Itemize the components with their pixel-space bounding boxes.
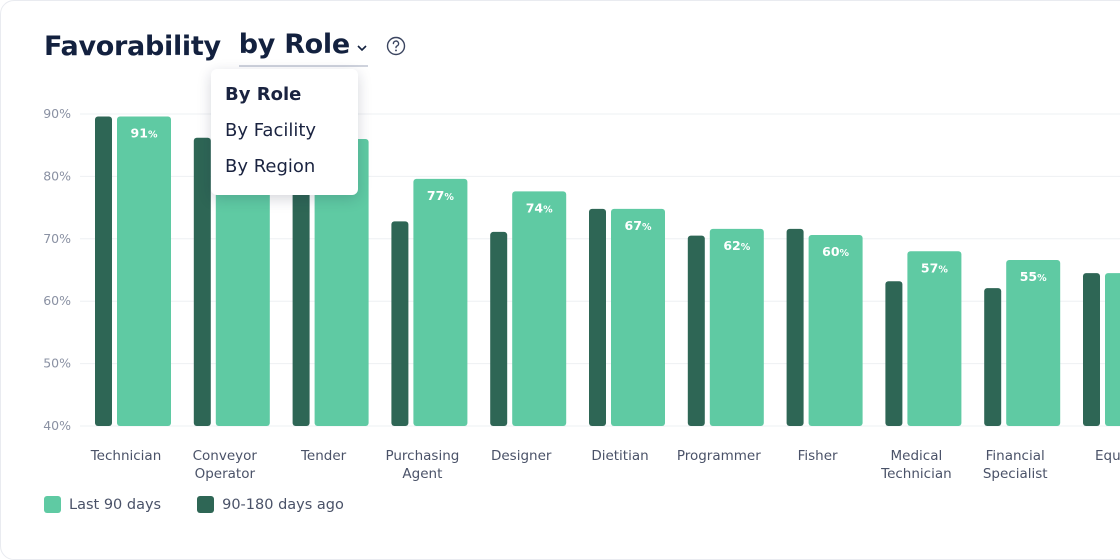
legend-label-recent: Last 90 days <box>69 496 162 513</box>
bar-previous <box>885 281 903 426</box>
y-tick-label: 40% <box>43 418 71 433</box>
y-tick-label: 50% <box>43 356 71 371</box>
bar-recent <box>611 208 665 426</box>
x-tick-label: Specialist <box>983 466 1048 482</box>
chevron-down-icon <box>356 37 368 56</box>
x-tick-label: Purchasing <box>385 448 459 464</box>
bar-previous <box>984 288 1002 426</box>
bar-previous <box>95 116 112 426</box>
chart-header: Favorability by Role <box>44 25 406 67</box>
bar-previous <box>490 231 508 426</box>
data-label: 74% <box>526 200 553 215</box>
x-tick-label: Equip <box>1095 448 1120 464</box>
y-tick-label: 90% <box>43 106 71 121</box>
x-tick-label: Dietitian <box>591 448 648 464</box>
chart-title: Favorability <box>44 30 221 62</box>
x-tick-label: Conveyor <box>193 448 258 464</box>
y-tick-label: 80% <box>43 168 71 183</box>
data-label: 55% <box>1020 269 1047 284</box>
dropdown-option-by-role[interactable]: By Role <box>225 84 302 105</box>
bar-previous <box>687 235 705 426</box>
bar-previous <box>193 137 211 426</box>
x-tick-label: Designer <box>491 448 552 464</box>
x-tick-label: Fisher <box>798 448 838 464</box>
y-tick-label: 70% <box>43 231 71 246</box>
bar-recent <box>512 191 567 426</box>
bar-previous <box>786 228 804 426</box>
data-label: 67% <box>625 218 652 233</box>
bar-recent <box>709 228 764 426</box>
legend-item-recent[interactable]: Last 90 days <box>44 496 161 513</box>
chart-legend: Last 90 days 90-180 days ago <box>44 496 380 513</box>
bar-recent <box>117 116 171 426</box>
question-circle-icon[interactable] <box>386 36 406 56</box>
bar-recent <box>413 178 468 426</box>
x-tick-label: Tender <box>300 448 347 464</box>
legend-item-previous[interactable]: 90-180 days ago <box>197 496 344 513</box>
legend-label-previous: 90-180 days ago <box>222 496 344 513</box>
data-label: 57% <box>921 260 948 275</box>
data-label: 91% <box>131 125 158 140</box>
data-label: 60% <box>822 244 849 259</box>
x-tick-label: Technician <box>90 448 162 464</box>
x-tick-label: Technician <box>880 466 952 482</box>
bar-previous <box>1083 273 1100 426</box>
y-tick-label: 60% <box>43 293 71 308</box>
bar-recent <box>1006 260 1061 426</box>
x-tick-label: Agent <box>402 466 442 482</box>
grouping-select-value: by Role <box>238 28 350 60</box>
x-tick-label: Programmer <box>677 448 761 464</box>
bar-previous <box>292 137 310 426</box>
data-label: 77% <box>427 188 454 203</box>
bar-chart: 40% 50% 60% 70% 80% 90% 91% Technician Conveyor O… <box>43 106 1120 482</box>
data-label: 62% <box>723 238 750 253</box>
bar-recent <box>314 138 369 426</box>
legend-swatch-previous <box>197 496 215 513</box>
dropdown-option-by-facility[interactable]: By Facility <box>225 120 317 141</box>
bar-previous <box>391 221 409 426</box>
x-tick-label: Financial <box>986 448 1045 464</box>
x-tick-label: Operator <box>195 466 256 482</box>
bar-recent <box>907 251 962 426</box>
legend-swatch-recent <box>44 496 61 513</box>
bar-recent <box>215 138 270 426</box>
bar-recent <box>808 235 863 426</box>
bar-recent <box>1105 273 1120 426</box>
dropdown-option-by-region[interactable]: By Region <box>225 156 316 177</box>
grouping-select[interactable]: by Role <box>238 25 368 67</box>
bar-previous <box>589 208 606 426</box>
grouping-dropdown-menu: By Role By Facility By Region <box>211 69 358 195</box>
x-tick-label: Medical <box>891 448 943 464</box>
